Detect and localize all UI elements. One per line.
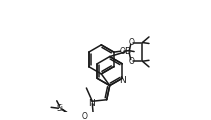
- Text: O: O: [82, 112, 88, 120]
- Text: O: O: [128, 57, 134, 66]
- Text: Si: Si: [57, 104, 64, 113]
- Text: N: N: [88, 99, 95, 108]
- Text: B: B: [124, 47, 131, 56]
- Text: O: O: [119, 47, 125, 56]
- Text: N: N: [119, 76, 126, 85]
- Text: O: O: [128, 38, 134, 47]
